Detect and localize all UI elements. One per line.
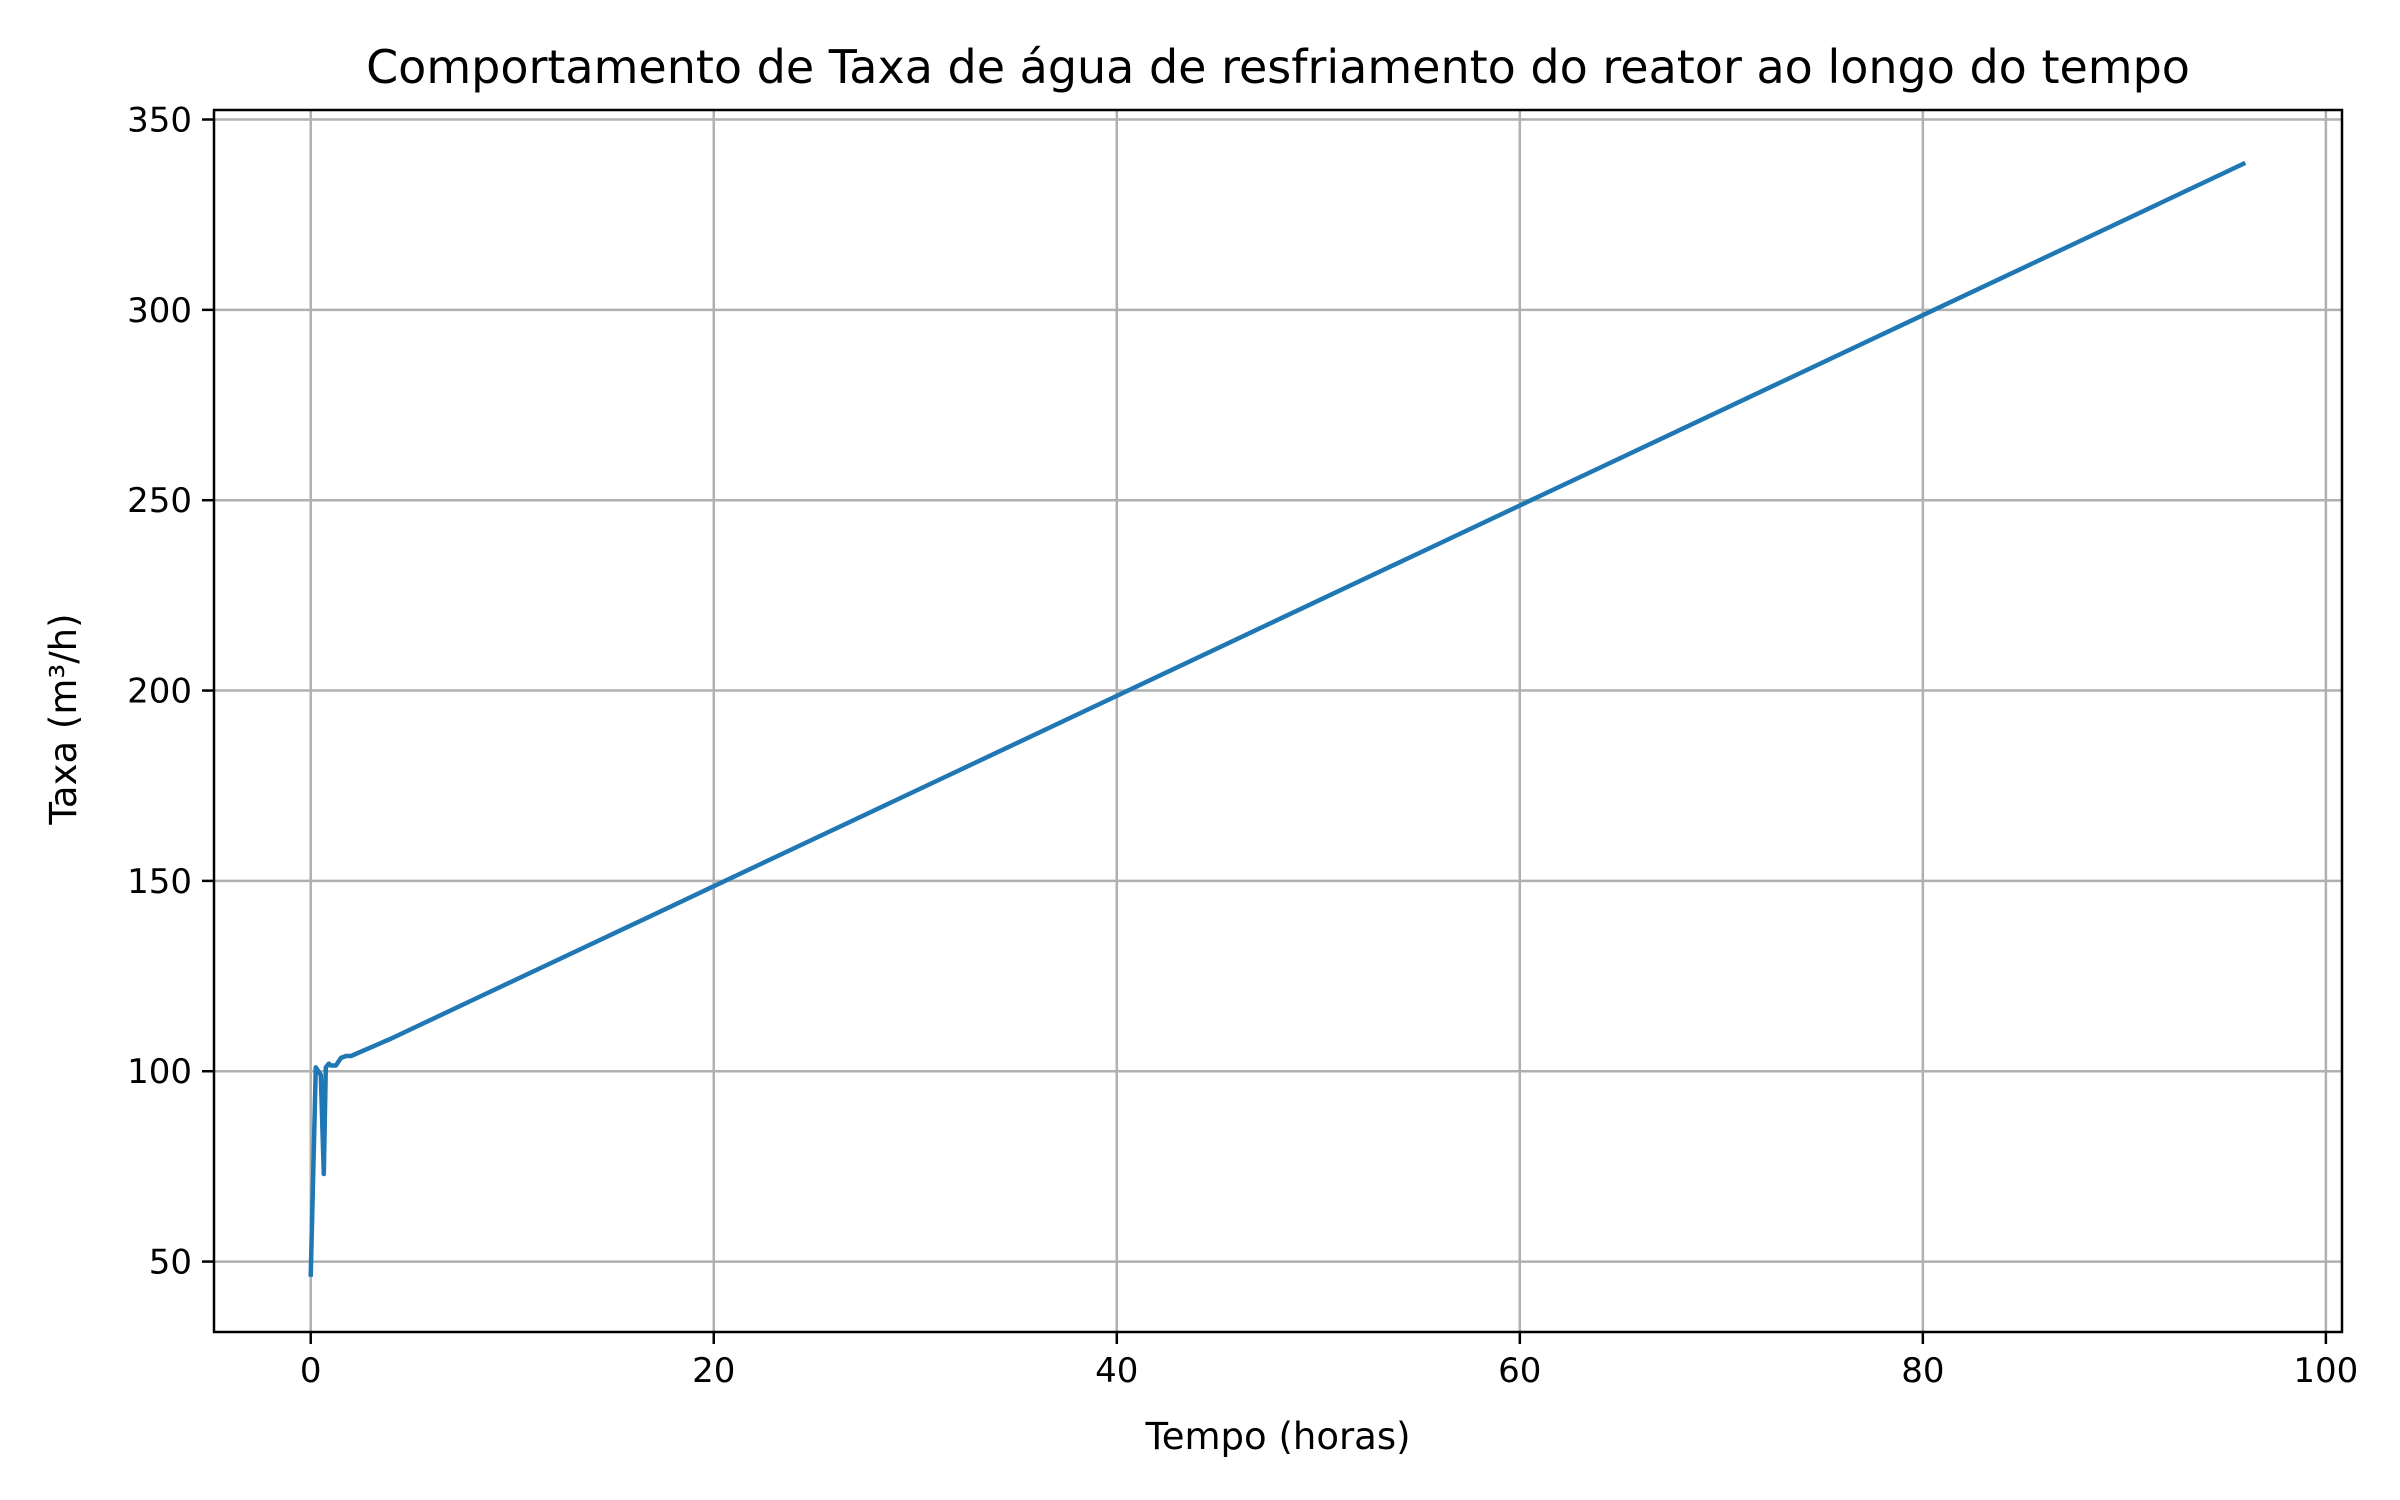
x-tick-label: 60 (1498, 1351, 1541, 1391)
series-layer (308, 160, 2247, 1277)
y-tick-label: 100 (127, 1052, 192, 1092)
chart-title: Comportamento de Taxa de água de resfria… (366, 40, 2190, 94)
plot-frame (212, 108, 2344, 1334)
series-line-0 (308, 160, 2247, 1277)
x-tick-label: 80 (1901, 1351, 1944, 1391)
y-tick-label: 350 (127, 101, 192, 141)
x-tick-label: 20 (692, 1351, 735, 1391)
y-tick-label: 150 (127, 862, 192, 902)
x-tick-label: 0 (300, 1351, 322, 1391)
y-axis: 50 100 150 200 250 300 350 (127, 101, 214, 1283)
x-axis-label: Tempo (horas) (1144, 1415, 1410, 1458)
y-axis-label: Taxa (m³/h) (42, 613, 85, 825)
y-tick-label: 200 (127, 672, 192, 712)
y-tick-label: 50 (149, 1243, 192, 1283)
y-tick-label: 250 (127, 481, 192, 521)
y-tick-label: 300 (127, 291, 192, 331)
grid (214, 110, 2342, 1332)
x-axis: 0 20 40 60 80 100 (300, 1332, 2358, 1391)
x-tick-label: 100 (2293, 1351, 2358, 1391)
x-tick-label: 40 (1095, 1351, 1138, 1391)
